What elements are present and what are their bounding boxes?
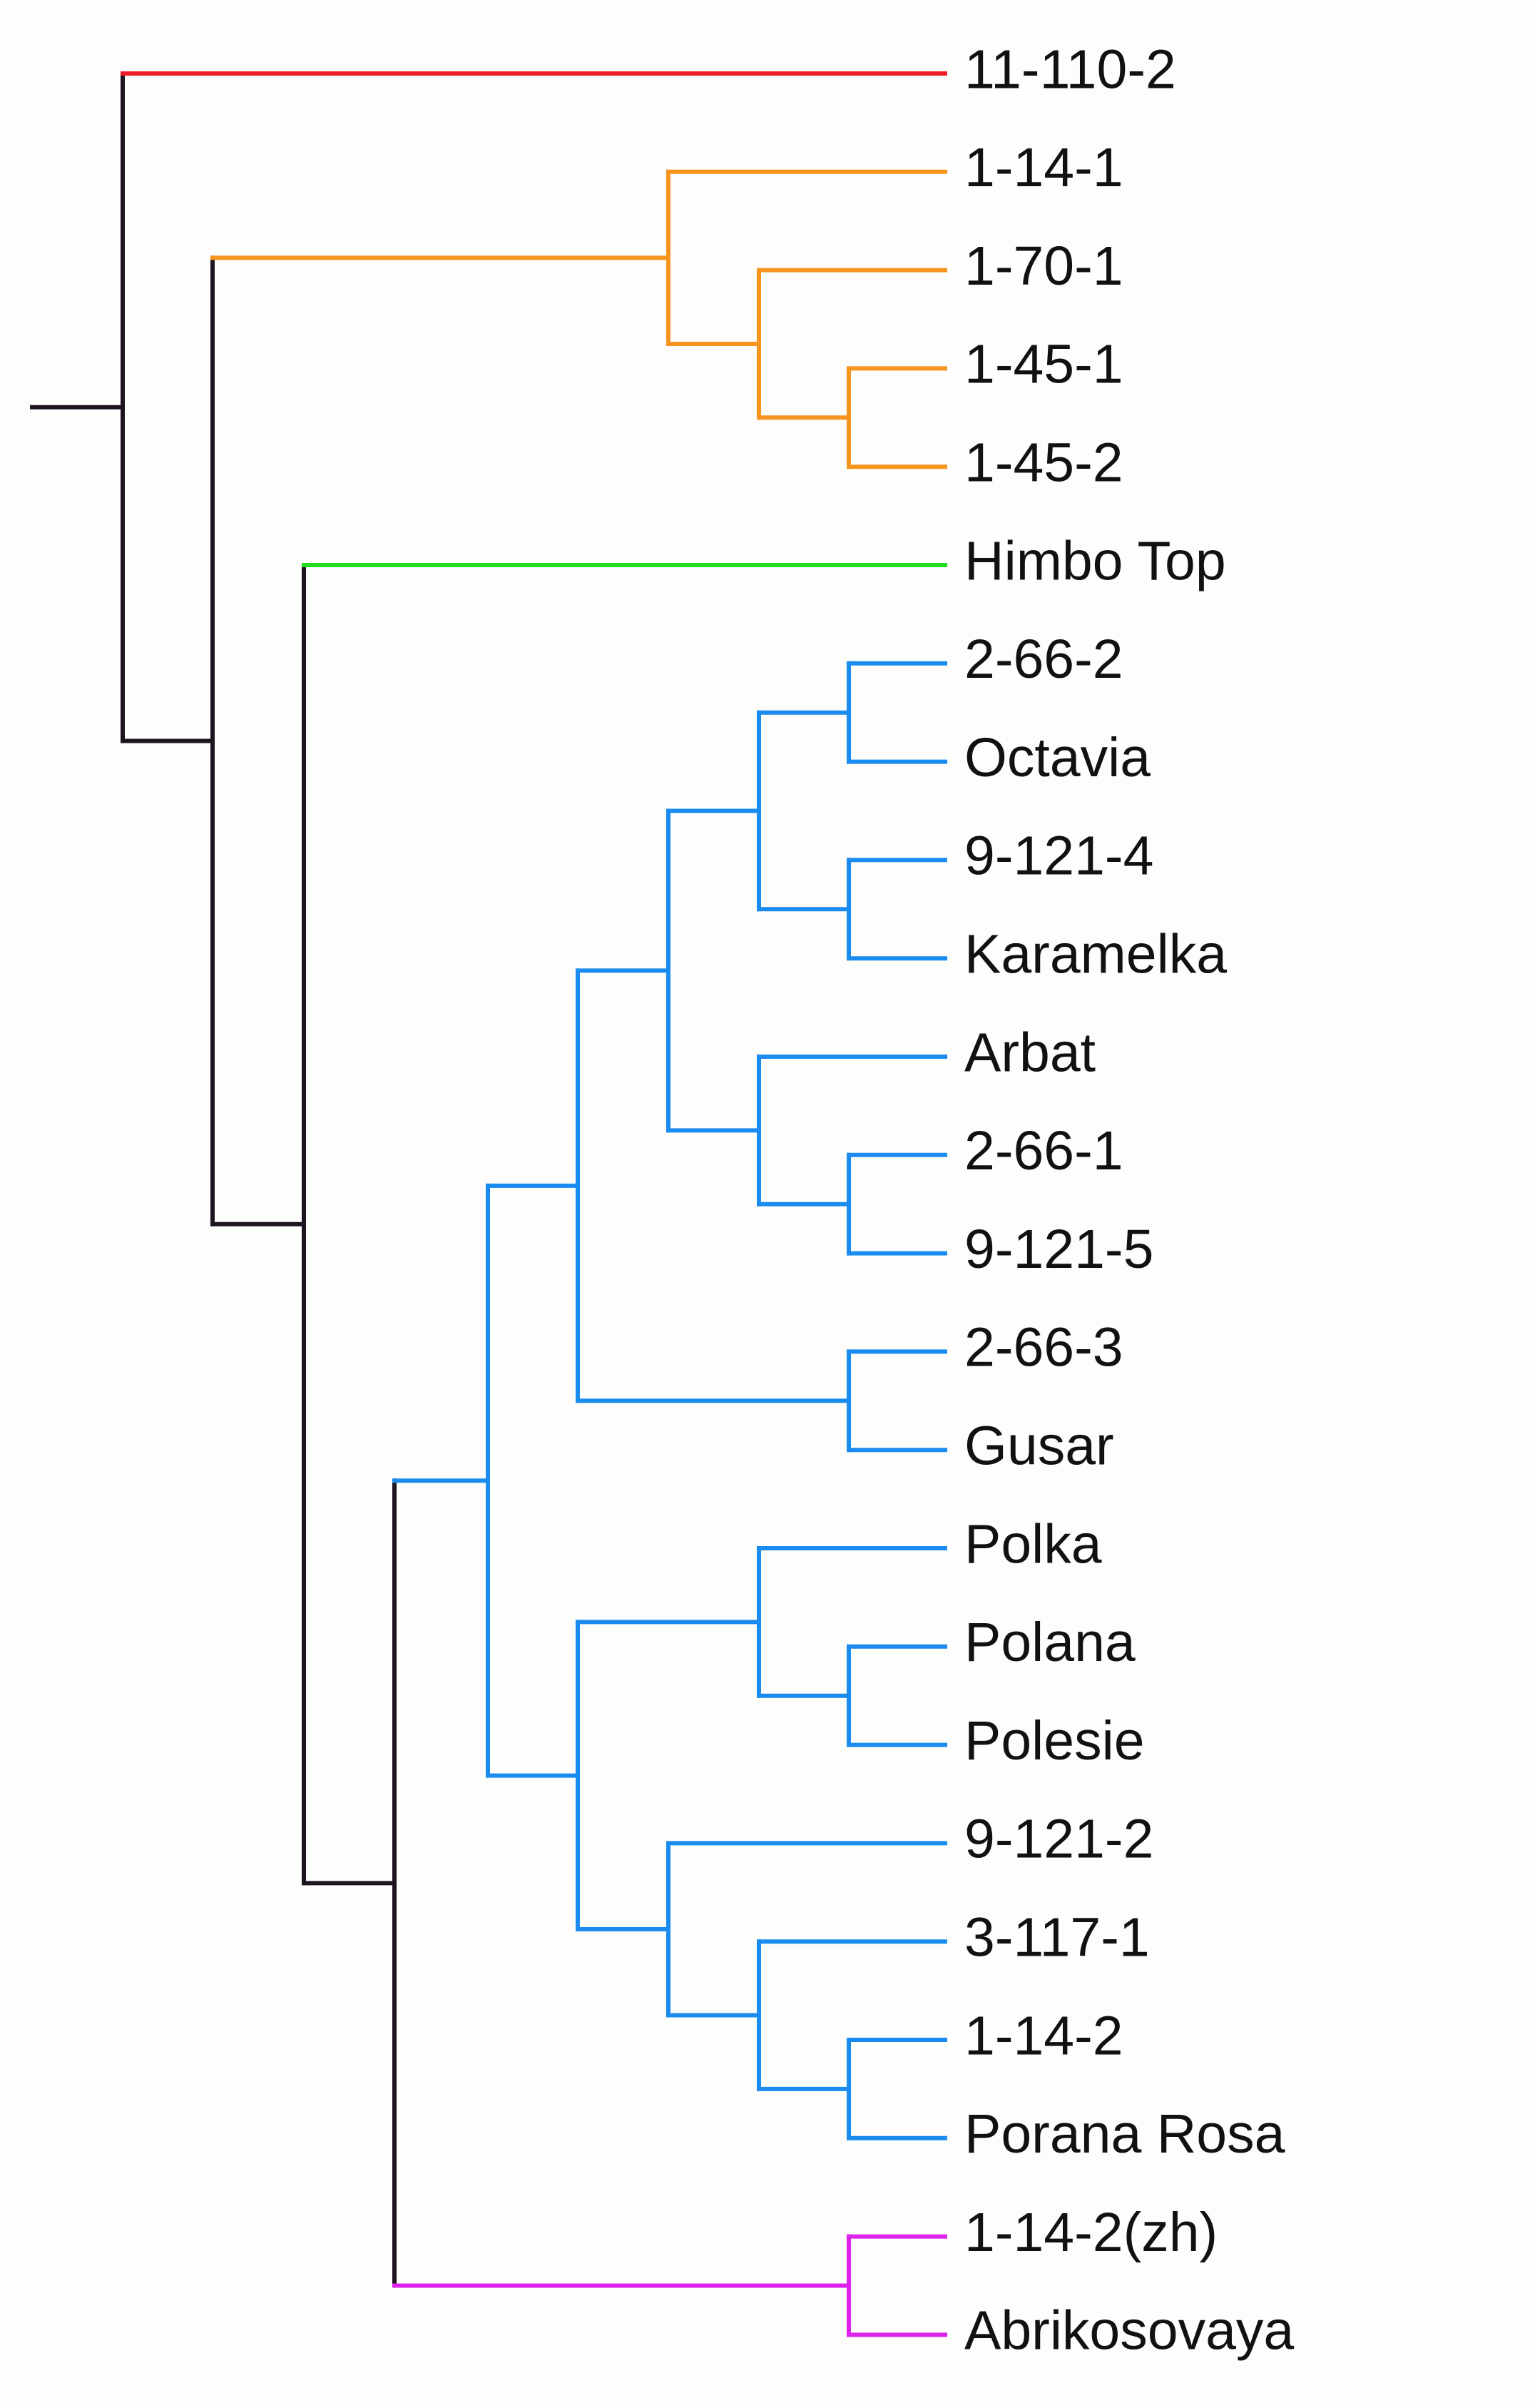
leaf-label: 1-14-2(zh) [964, 2202, 1218, 2263]
leaf-label: Arbat [964, 1022, 1096, 1083]
leaf-labels: 11-110-2 1-14-1 1-70-1 1-45-1 1-45-2 Himbo To… [964, 39, 1294, 2361]
leaf-label: 1-45-1 [964, 334, 1123, 395]
leaf-label: 1-70-1 [964, 235, 1123, 297]
branches [30, 71, 947, 2337]
leaf-label: 1-45-2 [964, 432, 1123, 494]
leaf-label: 11-110-2 [964, 39, 1176, 100]
leaf-label: 2-66-1 [964, 1120, 1123, 1182]
leaf-label: 2-66-2 [964, 629, 1123, 690]
leaf-label: 2-66-3 [964, 1317, 1123, 1378]
leaf-label: Porana Rosa [964, 2103, 1285, 2165]
leaf-label: 3-117-1 [964, 1907, 1150, 1968]
leaf-label: Polana [964, 1612, 1136, 1673]
leaf-label: Karamelka [964, 924, 1227, 985]
leaf-label: Abrikosovaya [964, 2300, 1294, 2362]
leaf-label: Octavia [964, 727, 1151, 788]
leaf-label: Himbo Top [964, 530, 1226, 591]
leaf-label: 1-14-2 [964, 2005, 1123, 2066]
leaf-label: Polesie [964, 1710, 1145, 1772]
leaf-label: Polka [964, 1513, 1102, 1575]
leaf-label: 9-121-2 [964, 1809, 1153, 1870]
leaf-label: 9-121-4 [964, 825, 1153, 887]
leaf-label: 1-14-1 [964, 137, 1123, 198]
leaf-label: Gusar [964, 1416, 1114, 1477]
leaf-label: 9-121-5 [964, 1219, 1153, 1280]
